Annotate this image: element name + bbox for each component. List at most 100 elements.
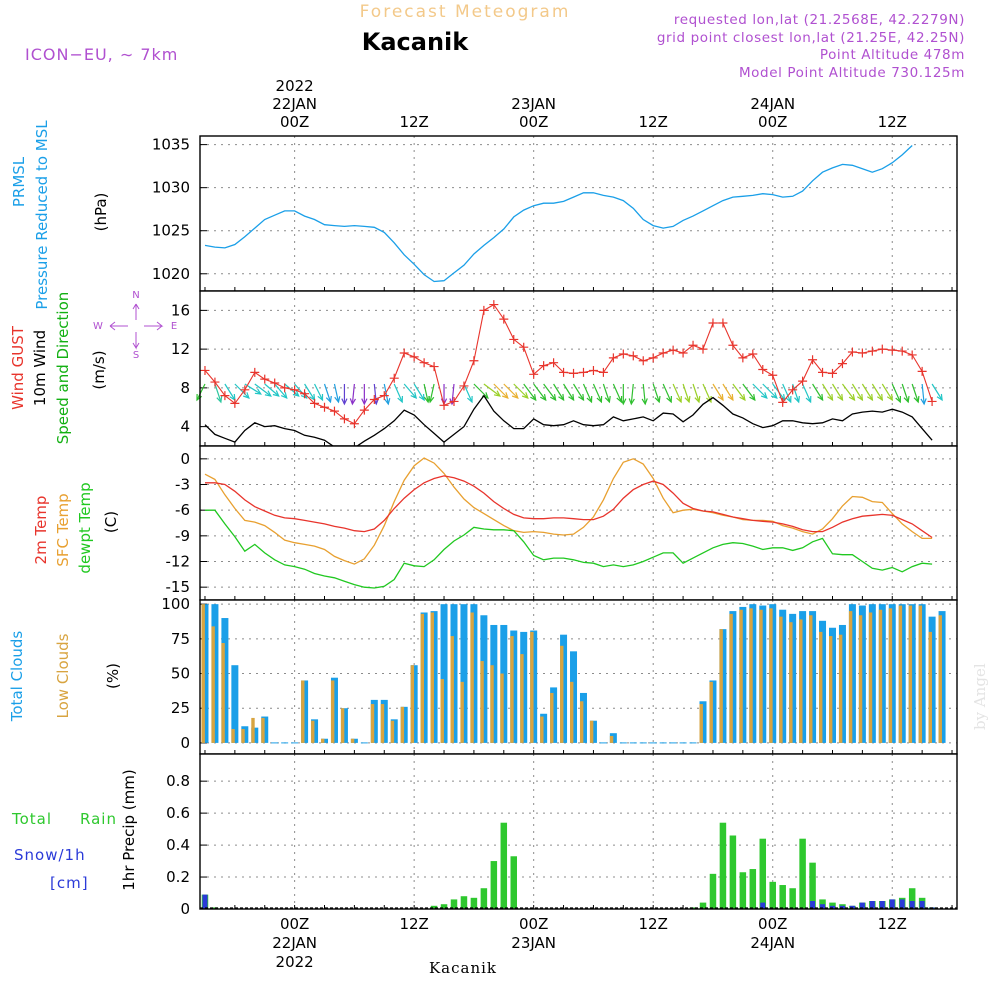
wind-direction-arrow <box>722 383 734 402</box>
bottom-year-label: 2022 <box>276 953 314 971</box>
snow-bar <box>919 901 925 909</box>
rain-bar <box>719 822 727 909</box>
wind-direction-arrow <box>841 383 856 402</box>
panel-background <box>200 136 957 291</box>
low-cloud-bar <box>709 681 713 743</box>
wind-gust-line <box>204 303 933 425</box>
top-hour-label: 12Z <box>399 113 428 131</box>
gust-marker <box>608 353 618 363</box>
gust-marker <box>768 370 778 380</box>
top-hour-label: 12Z <box>878 113 907 131</box>
precip-rain-label: Rain <box>80 810 117 828</box>
gust-marker <box>658 348 668 358</box>
low-cloud-bar <box>490 665 494 743</box>
gust-marker <box>300 389 310 399</box>
wind-direction-arrow <box>533 383 547 402</box>
y-tick-label: 1035 <box>152 136 190 154</box>
total-cloud-bar <box>828 627 836 743</box>
gust-marker <box>499 314 509 324</box>
snow-bar <box>820 904 826 909</box>
gust-marker <box>578 367 588 377</box>
gust-marker <box>409 352 419 362</box>
low-cloud-bar <box>699 704 703 743</box>
bottom-day-label: 24JAN <box>750 934 795 952</box>
low-cloud-bar <box>579 701 584 743</box>
wind-direction-arrow <box>931 383 943 402</box>
low-cloud-bar <box>400 706 405 743</box>
sfc-temp-line <box>204 457 933 565</box>
prmsl-label: PRMSL <box>10 156 28 207</box>
gust-marker <box>698 344 708 354</box>
point-altitude: Point Altitude 478m <box>820 47 965 63</box>
low-cloud-bar <box>470 612 474 743</box>
rain-bar <box>908 888 916 909</box>
low-cloud-bar <box>729 613 733 743</box>
low-cloud-bar <box>340 708 345 743</box>
total-cloud-bar <box>719 629 727 743</box>
low-cloud-bar <box>480 661 484 743</box>
total-cloud-bar <box>211 604 219 743</box>
gust-marker <box>728 340 738 350</box>
panel-border <box>199 753 958 910</box>
gust-marker <box>369 395 379 404</box>
low-cloud-bar <box>520 654 524 743</box>
top-day-label: 22JAN <box>272 95 317 113</box>
gust-marker <box>788 385 798 395</box>
grid-point-coords: grid point closest lon,lat (21.25E, 42.2… <box>657 30 965 46</box>
wind-direction-arrow <box>692 383 701 404</box>
low-cloud-bar <box>311 720 315 743</box>
gust-marker <box>359 405 369 415</box>
top-day-label: 24JAN <box>750 95 795 113</box>
precip-unit: 1hr Precip (mm) <box>120 769 138 890</box>
gust-marker <box>598 367 608 377</box>
low-cloud-bar <box>749 608 753 743</box>
total-cloud-bar <box>311 719 319 743</box>
temperature-panel: 0 -3 -6 -9 -12 -15 <box>166 445 958 601</box>
total-cloud-bar <box>739 606 747 743</box>
low-cloud-bar <box>550 692 554 743</box>
panel-background <box>200 446 957 600</box>
wind-direction-arrow <box>742 383 756 402</box>
wind-direction-arrow <box>503 383 519 399</box>
total-cloud-bar <box>819 620 827 743</box>
total-cloud-bar <box>201 604 209 743</box>
gust-marker <box>310 398 320 408</box>
wind-direction-arrow <box>752 383 768 399</box>
wind-direction-arrow <box>861 383 874 402</box>
total-cloud-bar <box>699 701 707 743</box>
precip-legend: Total Rain Snow/1h [cm] <box>11 810 117 892</box>
low-cloud-bar <box>390 720 395 743</box>
gust-marker <box>220 391 230 401</box>
total-cloud-bar <box>330 677 338 743</box>
wind-direction-arrow <box>641 383 648 406</box>
y-tick-label: 0.8 <box>166 772 190 790</box>
low-cloud-bar <box>918 605 923 743</box>
wind-10m-label: 10m Wind <box>31 330 49 406</box>
gust-marker <box>260 374 270 384</box>
wind-direction-arrow <box>672 383 682 404</box>
total-cloud-bar <box>918 604 926 743</box>
gust-marker <box>210 377 220 387</box>
wind-unit: (m/s) <box>90 350 108 389</box>
total-cloud-bar <box>858 605 866 743</box>
low-cloud-bar <box>908 605 913 743</box>
low-cloud-bar <box>609 735 614 743</box>
total-cloud-bar <box>530 630 538 743</box>
rain-bar <box>729 835 737 909</box>
gust-marker <box>230 398 240 408</box>
wind-direction-arrow <box>762 383 778 399</box>
gust-marker <box>818 367 828 377</box>
top-year-label: 2022 <box>276 77 314 95</box>
wind-direction-arrow <box>712 383 724 402</box>
bottom-hour-label: 12Z <box>639 915 668 933</box>
wind-direction-arrow <box>822 383 834 402</box>
gust-marker <box>349 419 359 429</box>
wind-direction-arrow <box>682 383 691 404</box>
low-cloud-bar <box>779 616 783 743</box>
total-cloud-bar <box>520 631 528 743</box>
rain-bar <box>470 897 478 909</box>
total-cloud-bar <box>340 708 348 743</box>
gust-marker <box>748 349 758 359</box>
